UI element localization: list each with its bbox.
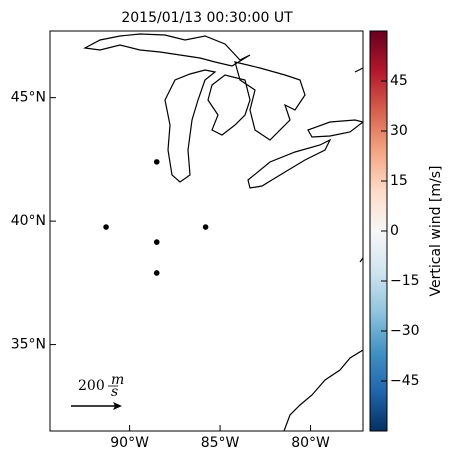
data-point <box>153 159 160 165</box>
vector-key: 200 m s <box>71 372 124 410</box>
key-unit-num: m <box>111 372 124 388</box>
coastlines <box>83 33 363 431</box>
key-unit-den: s <box>111 384 118 400</box>
colorbar-tick-label: −15 <box>390 273 420 289</box>
colorbar-tick-label: 0 <box>390 223 399 239</box>
y-tick-label: 45°N <box>11 90 46 106</box>
colorbar-label: Vertical wind [m/s] <box>428 166 444 297</box>
data-point <box>153 239 160 245</box>
colorbar-tick-label: −30 <box>390 323 420 339</box>
data-point <box>103 224 109 230</box>
colorbar-tick-label: 45 <box>390 73 408 89</box>
chart-title: 2015/01/13 00:30:00 UT <box>121 10 293 26</box>
y-tick-label: 40°N <box>11 213 46 229</box>
data-point <box>202 224 209 230</box>
x-tick-label: 80°W <box>291 435 330 451</box>
x-tick-label: 90°W <box>110 435 149 451</box>
colorbar-tick-label: 30 <box>390 123 408 139</box>
y-tick-label: 35°N <box>11 337 46 353</box>
data-point <box>153 270 160 276</box>
colorbar-tick-label: −45 <box>390 373 420 389</box>
colorbar-tick-label: 15 <box>390 173 408 189</box>
x-tick-label: 85°W <box>201 435 240 451</box>
key-value: 200 <box>78 378 105 394</box>
map-frame <box>49 30 364 432</box>
